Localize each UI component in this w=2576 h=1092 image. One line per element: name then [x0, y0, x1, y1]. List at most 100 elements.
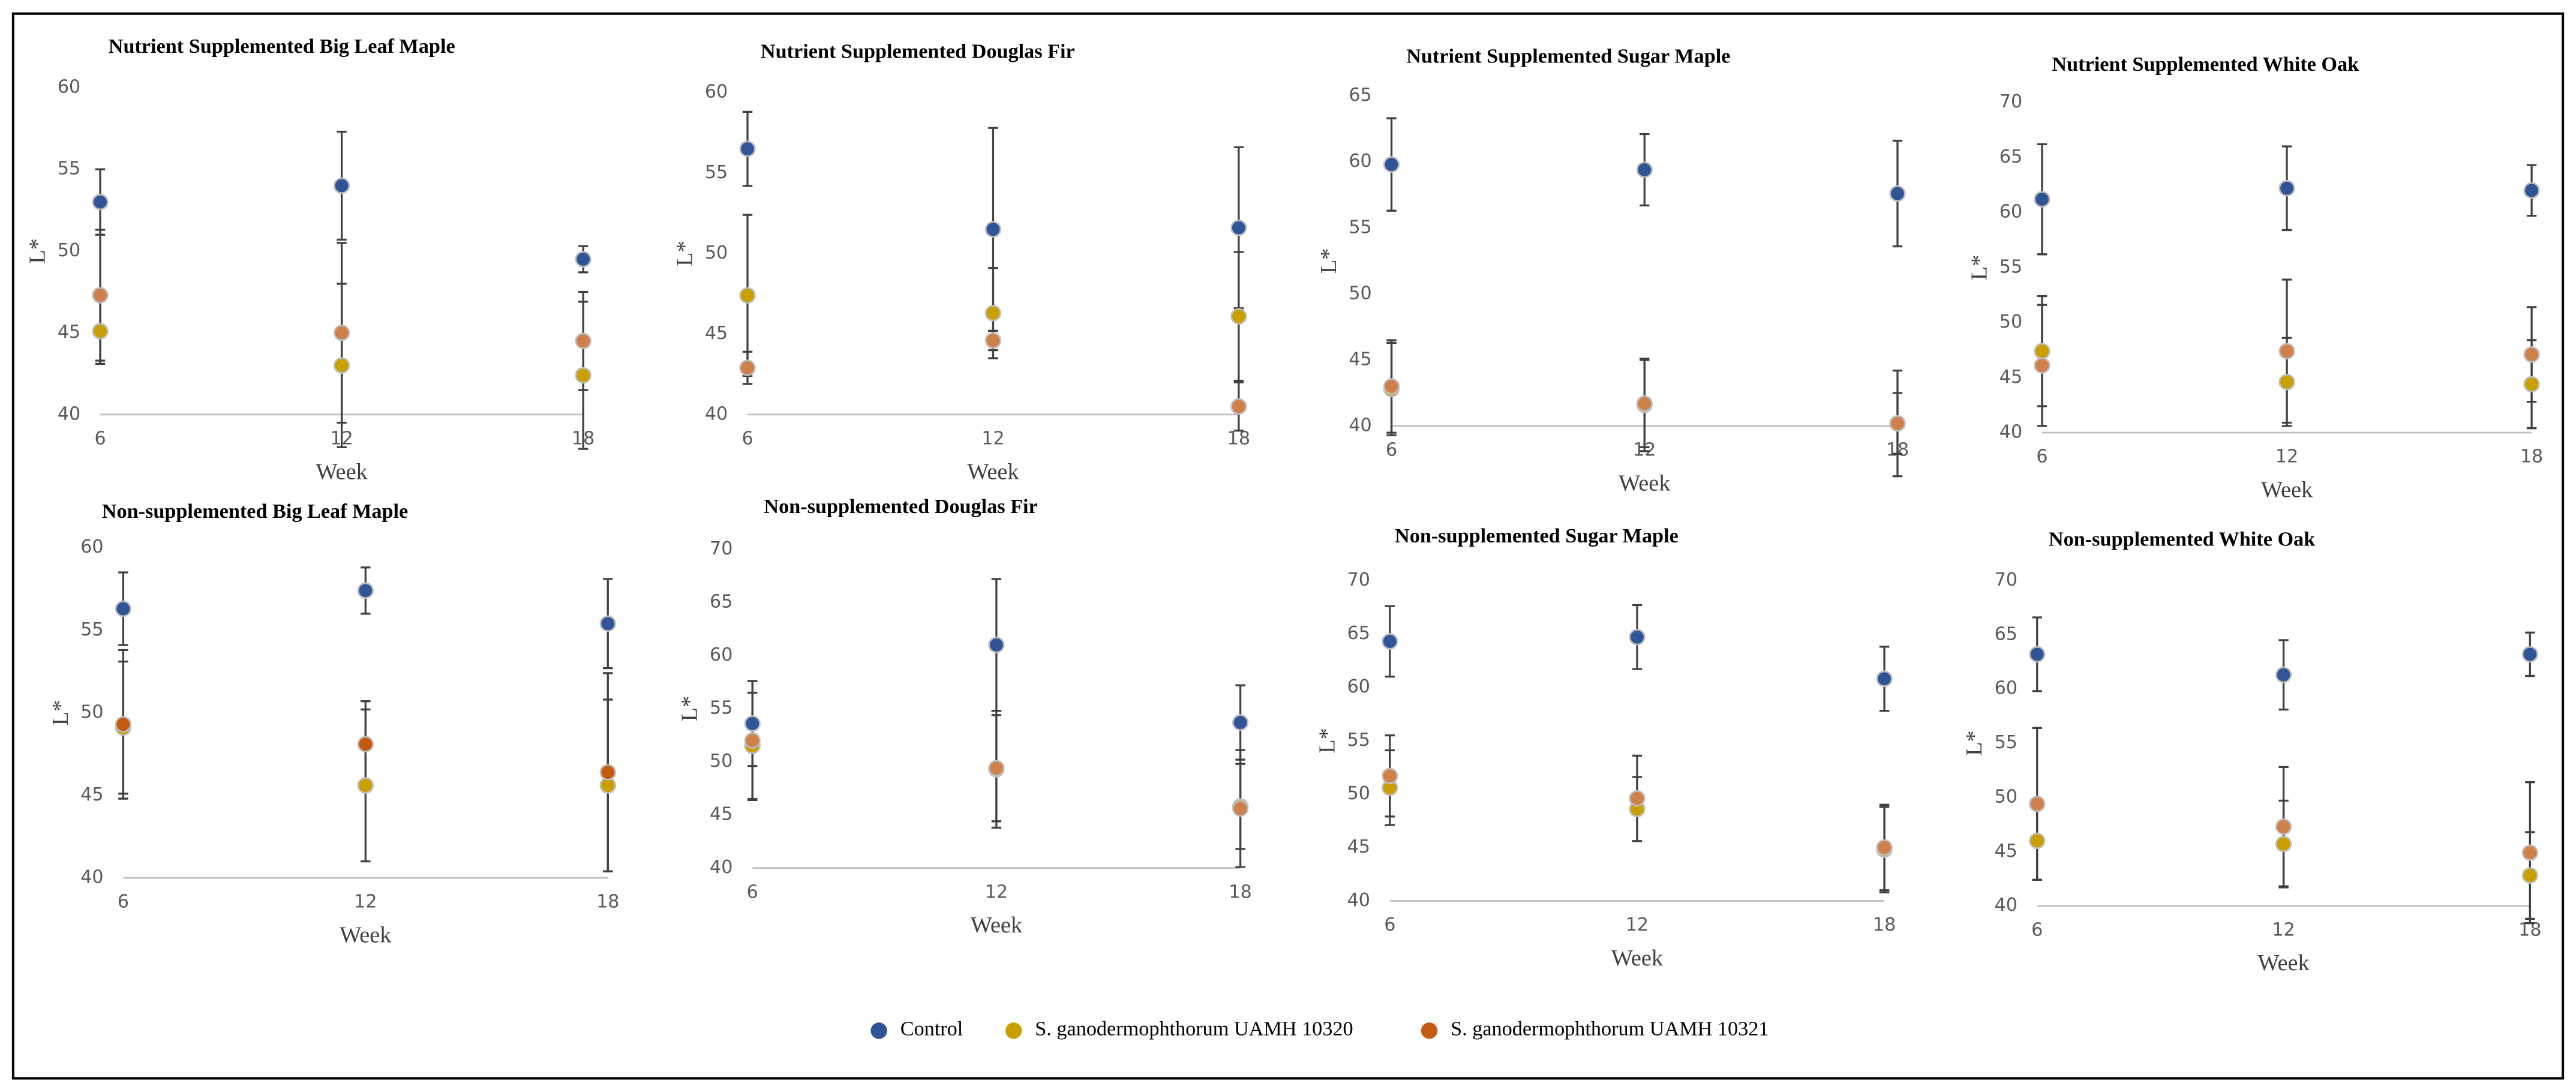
point — [1232, 800, 1249, 817]
y-tick-label: 40 — [1347, 890, 1370, 911]
point — [2523, 346, 2540, 363]
point — [1382, 767, 1398, 784]
point — [1876, 839, 1893, 856]
point — [2029, 646, 2046, 663]
x-tick-label: 6 — [2036, 446, 2047, 467]
y-tick-label: 40 — [705, 403, 728, 424]
x-tick-label: 12 — [2272, 919, 2295, 940]
point — [1889, 185, 1906, 202]
point — [1629, 629, 1646, 646]
chart-title: Non-supplemented Sugar Maple — [1395, 524, 1679, 547]
point — [357, 736, 374, 752]
y-tick-label: 65 — [1999, 146, 2022, 167]
y-axis-label: L* — [48, 700, 73, 726]
point — [739, 359, 756, 376]
point — [333, 357, 350, 374]
y-tick-label: 40 — [1995, 895, 2017, 916]
legend-label: S. ganodermophthorum UAMH 10320 — [1035, 1018, 1353, 1040]
point — [984, 221, 1002, 238]
y-tick-label: 60 — [1347, 676, 1370, 697]
y-axis-label: L* — [25, 238, 50, 264]
legend-marker — [1421, 1022, 1438, 1039]
point — [984, 305, 1002, 322]
point — [2523, 182, 2540, 199]
x-tick-label: 6 — [1386, 440, 1397, 461]
point — [2029, 832, 2046, 849]
y-tick-label: 40 — [1999, 422, 2022, 443]
point — [2275, 667, 2292, 683]
legend-label: S. ganodermophthorum UAMH 10321 — [1451, 1018, 1769, 1040]
x-tick-label: 12 — [354, 892, 377, 913]
chart-title: Non-supplemented Douglas Fir — [764, 495, 1037, 518]
point — [1636, 161, 1653, 178]
point — [1383, 156, 1400, 173]
point — [1230, 308, 1247, 325]
y-tick-label: 40 — [710, 857, 732, 878]
y-axis-label: L* — [1316, 248, 1341, 274]
x-axis-label: Week — [1619, 470, 1671, 496]
y-tick-label: 70 — [710, 538, 732, 559]
y-tick-label: 55 — [1999, 256, 2022, 277]
y-tick-label: 45 — [80, 784, 103, 805]
point — [1636, 395, 1653, 412]
y-tick-label: 60 — [1349, 151, 1371, 172]
x-tick-label: 6 — [747, 881, 758, 902]
x-tick-label: 18 — [2520, 446, 2543, 467]
point — [2523, 376, 2540, 393]
y-tick-label: 55 — [705, 162, 728, 183]
x-axis-label: Week — [316, 459, 368, 484]
y-tick-label: 55 — [1347, 730, 1370, 751]
x-axis-label: Week — [2257, 950, 2310, 976]
point — [575, 251, 592, 268]
point — [739, 287, 756, 304]
y-axis-label: L* — [1962, 730, 1987, 756]
point — [2034, 357, 2050, 374]
point — [1629, 790, 1646, 807]
y-tick-label: 65 — [710, 592, 732, 613]
chart-title: Non-supplemented Big Leaf Maple — [102, 500, 408, 523]
point — [2278, 180, 2295, 197]
y-tick-label: 60 — [58, 76, 80, 97]
point — [92, 193, 109, 211]
point — [599, 615, 616, 632]
y-tick-label: 40 — [1349, 415, 1371, 436]
point — [333, 324, 350, 341]
point — [599, 764, 616, 781]
y-tick-label: 65 — [1995, 623, 2017, 644]
y-tick-label: 50 — [1349, 283, 1371, 304]
y-tick-label: 60 — [1999, 202, 2022, 223]
point — [357, 777, 374, 794]
y-tick-label: 50 — [1347, 783, 1370, 804]
y-tick-label: 65 — [1347, 623, 1370, 644]
point — [984, 332, 1002, 349]
y-tick-label: 55 — [710, 698, 732, 719]
y-tick-label: 60 — [710, 644, 732, 665]
x-axis-label: Week — [2261, 477, 2313, 502]
x-tick-label: 18 — [1873, 914, 1896, 935]
point — [1382, 633, 1398, 650]
chart-title: Nutrient Supplemented Big Leaf Maple — [109, 35, 455, 58]
y-tick-label: 50 — [1999, 311, 2022, 332]
point — [357, 582, 374, 599]
y-tick-label: 45 — [1995, 841, 2017, 862]
y-tick-label: 45 — [1349, 349, 1371, 370]
point — [115, 716, 132, 733]
point — [2278, 373, 2295, 391]
point — [92, 287, 109, 304]
point — [2034, 191, 2050, 208]
point — [744, 732, 761, 749]
point — [575, 332, 592, 349]
y-tick-label: 50 — [705, 242, 728, 263]
y-axis-label: L* — [672, 241, 697, 266]
chart-title: Nutrient Supplemented White Oak — [2052, 53, 2359, 76]
point — [92, 323, 109, 340]
point — [2275, 836, 2292, 853]
y-tick-label: 60 — [80, 536, 103, 557]
y-tick-label: 60 — [1995, 678, 2017, 699]
point — [1230, 219, 1247, 236]
chart-title: Nutrient Supplemented Sugar Maple — [1406, 45, 1730, 68]
point — [1232, 714, 1249, 731]
x-tick-label: 6 — [94, 428, 106, 449]
y-tick-label: 55 — [80, 619, 103, 640]
